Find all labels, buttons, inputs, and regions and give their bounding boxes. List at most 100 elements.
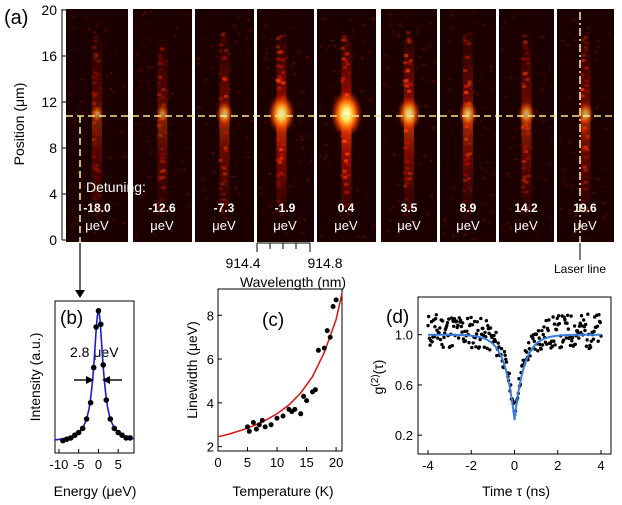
noise-pixel [142, 44, 145, 47]
noise-pixel [577, 22, 579, 25]
noise-pixel [574, 176, 577, 179]
noise-pixel [212, 152, 215, 155]
noise-pixel [603, 168, 606, 171]
data-point [79, 425, 86, 432]
ytick-label: 4 [207, 396, 214, 411]
emission-pixel [584, 79, 589, 83]
emission-pixel [278, 75, 282, 79]
noise-pixel [510, 227, 513, 230]
noise-pixel [299, 188, 302, 191]
emission-pixel [95, 176, 100, 180]
noise-pixel [508, 175, 511, 178]
data-point [459, 324, 463, 329]
noise-pixel [202, 188, 205, 191]
data-point [115, 429, 121, 436]
data-point [250, 420, 256, 425]
emission-pixel [405, 160, 410, 164]
emission-pixel [279, 148, 284, 152]
noise-pixel [212, 171, 215, 174]
noise-pixel [417, 28, 420, 31]
noise-pixel [594, 82, 597, 85]
noise-pixel [300, 91, 303, 94]
data-point [333, 297, 339, 303]
noise-pixel [593, 191, 595, 194]
data-point [433, 317, 438, 321]
noise-pixel [271, 225, 274, 228]
data-point [474, 345, 478, 349]
data-point [87, 399, 94, 406]
noise-pixel [263, 36, 265, 38]
noise-pixel [302, 231, 305, 234]
emission-pixel [221, 198, 226, 202]
noise-pixel [238, 192, 241, 195]
noise-pixel [299, 220, 302, 223]
data-point [274, 415, 280, 421]
emission-pixel [342, 35, 347, 39]
emission-pixel [522, 209, 527, 213]
emission-pixel [93, 52, 98, 56]
noise-pixel [350, 187, 353, 189]
emission-pixel [278, 158, 282, 162]
noise-pixel [419, 105, 422, 108]
emission-pixel [278, 160, 283, 164]
g2-fit-curve [428, 333, 601, 421]
data-point [253, 426, 259, 432]
emission-pixel [407, 89, 412, 93]
noise-pixel [541, 121, 544, 124]
noise-pixel [140, 123, 142, 126]
emission-pixel [526, 157, 531, 161]
detuning-unit: μeV [456, 218, 480, 233]
data-point [454, 319, 459, 323]
data-point [597, 313, 601, 317]
noise-pixel [567, 55, 569, 58]
emission-pixel [92, 45, 96, 49]
panel-c-ylabel: Linewidth (μeV) [184, 321, 200, 419]
noise-pixel [562, 168, 565, 171]
emission-pixel [340, 46, 345, 50]
noise-pixel [383, 82, 385, 85]
ytick-label: 12 [41, 94, 57, 110]
noise-pixel [244, 60, 247, 63]
noise-pixel [235, 187, 238, 189]
emission-pixel [522, 208, 526, 212]
noise-pixel [144, 11, 146, 14]
emission-pixel [158, 76, 163, 80]
noise-pixel [144, 192, 147, 195]
emission-pixel [404, 54, 409, 58]
emission-pixel [277, 50, 282, 54]
emission-pixel [583, 48, 588, 52]
noise-pixel [238, 123, 241, 126]
noise-pixel [74, 120, 77, 122]
data-point [484, 335, 488, 339]
noise-pixel [246, 49, 249, 52]
noise-pixel [397, 199, 400, 202]
data-point [553, 343, 557, 347]
noise-pixel [563, 180, 565, 182]
noise-pixel [148, 151, 151, 154]
emission-hotspot [517, 101, 536, 127]
emission-pixel [222, 57, 226, 61]
noise-pixel [559, 207, 562, 210]
emission-pixel [521, 83, 526, 86]
noise-pixel [139, 91, 142, 94]
emission-pixel [276, 184, 281, 188]
emission-pixel [404, 79, 409, 83]
noise-pixel [575, 230, 578, 233]
noise-pixel [210, 152, 213, 155]
noise-pixel [450, 14, 453, 17]
emission-pixel [405, 181, 410, 185]
noise-pixel [119, 71, 122, 74]
noise-pixel [81, 78, 84, 81]
noise-pixel [246, 37, 249, 40]
data-point [485, 346, 489, 350]
emission-pixel [158, 212, 163, 215]
data-point [583, 328, 587, 333]
emission-pixel [583, 180, 588, 184]
data-point [268, 422, 274, 428]
emission-pixel [466, 206, 471, 210]
emission-pixel [463, 35, 468, 39]
panel-a-ylabel: Position (μm) [11, 83, 27, 166]
emission-pixel [581, 128, 586, 132]
emission-pixel [223, 146, 228, 150]
noise-pixel [515, 79, 518, 81]
